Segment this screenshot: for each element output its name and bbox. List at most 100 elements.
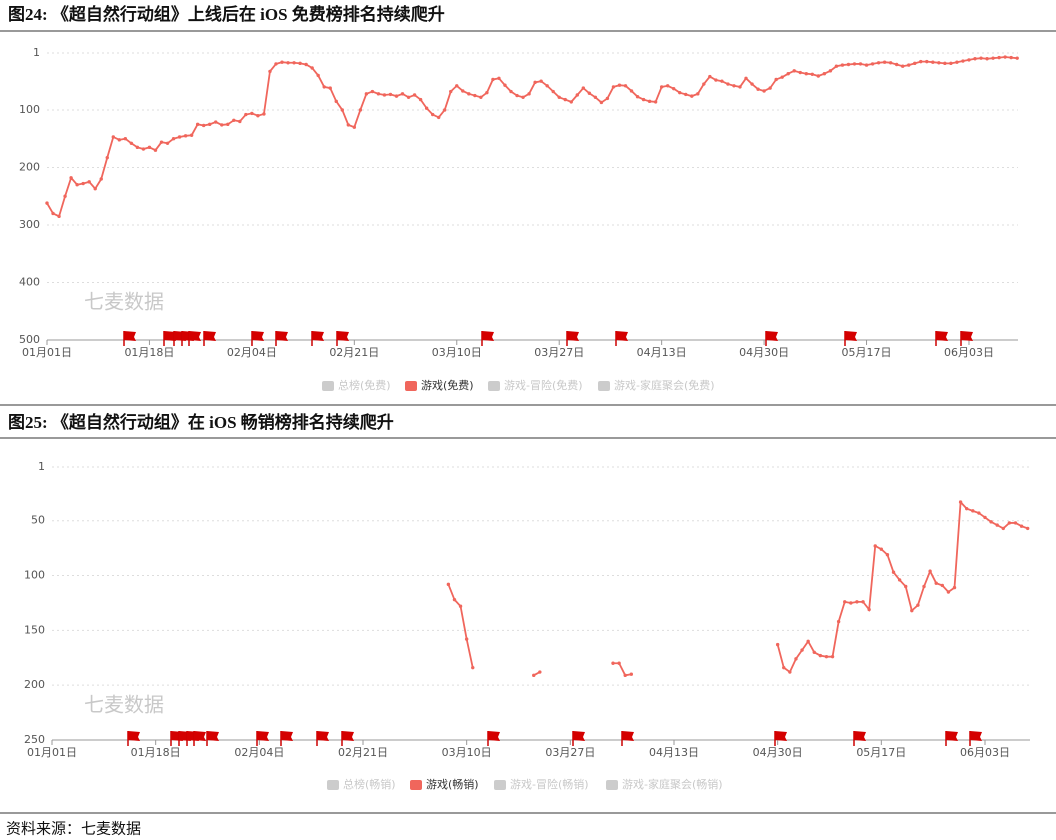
legend-swatch [606,780,618,790]
event-flag [276,331,288,341]
data-point [45,201,49,205]
data-point [280,60,284,64]
data-point [87,180,91,184]
data-point [1015,56,1019,60]
data-point [581,86,586,90]
data-point [497,76,501,81]
event-flag [189,331,201,341]
data-point [997,55,1001,60]
event-flag [342,731,354,741]
data-point [412,93,417,97]
data-point [919,59,923,64]
data-point [446,582,451,587]
data-point [983,515,987,520]
y-tick-label: 1 [38,460,45,473]
x-tick-label: 03月27日 [534,346,584,359]
data-point [961,59,965,63]
event-flag [616,331,628,341]
data-point [678,90,682,95]
data-point [726,82,730,86]
y-tick-label: 1 [33,46,40,59]
x-tick-label: 01月18日 [131,746,181,759]
data-point [268,69,272,74]
data-point [479,95,483,99]
event-flag [128,731,140,741]
x-tick-label: 03月27日 [545,746,595,759]
data-point [931,60,935,64]
x-tick-label: 01月01日 [27,746,77,759]
data-point [201,123,206,128]
data-point [641,97,646,102]
data-point [461,89,465,93]
event-flag [622,731,634,741]
x-tick-label: 02月21日 [329,346,379,359]
data-point [226,122,230,127]
data-point [800,648,804,652]
data-point [388,92,393,97]
data-point [424,106,429,110]
data-point [989,520,993,524]
data-point [135,145,140,150]
data-point [867,607,871,612]
data-point [382,93,387,97]
data-point [485,90,489,95]
data-point [51,211,55,216]
data-point [418,97,423,102]
data-point [605,96,610,101]
data-point [913,61,917,66]
data-point [828,69,833,73]
data-point [780,75,784,79]
data-point [943,61,947,66]
event-flag [845,331,857,341]
data-point [575,93,579,97]
data-point [57,214,61,219]
data-point [443,108,447,112]
data-point [292,61,296,65]
data-point [220,123,224,127]
data-point [991,56,995,60]
data-point [617,661,621,665]
data-point [720,79,724,83]
data-point [876,61,881,65]
y-tick-label: 50 [31,514,45,527]
legend-label: 总榜(畅销) [343,777,396,791]
data-point [788,670,792,674]
data-point [394,94,399,98]
legend-swatch [405,381,417,391]
source-note: 资料来源：七麦数据 [6,820,141,837]
y-tick-label: 100 [24,569,45,582]
data-point [364,92,369,96]
x-tick-label: 03月10日 [442,746,492,759]
data-point [563,97,567,102]
y-tick-label: 300 [19,218,40,231]
data-point [812,650,816,654]
data-point [849,601,853,605]
data-point [659,85,664,89]
data-point [111,135,115,139]
data-point [782,665,786,670]
event-flag [257,731,269,741]
data-point [940,583,945,588]
data-point [647,99,652,104]
data-point [665,84,670,88]
event-flag [252,331,264,341]
data-point [702,82,706,86]
data-point [458,604,463,608]
data-point [1013,521,1018,525]
event-flag [488,731,500,741]
data-point [775,642,780,647]
data-point [855,600,859,604]
event-flag [204,331,216,341]
data-point [430,112,435,117]
data-point [105,155,109,160]
data-point [1025,526,1030,531]
data-point [934,581,938,585]
x-tick-label: 03月10日 [432,346,482,359]
data-point [804,72,808,76]
data-point [159,140,164,144]
data-point [467,92,471,96]
data-point [93,187,97,191]
data-point [798,70,802,75]
data-point [334,99,338,104]
